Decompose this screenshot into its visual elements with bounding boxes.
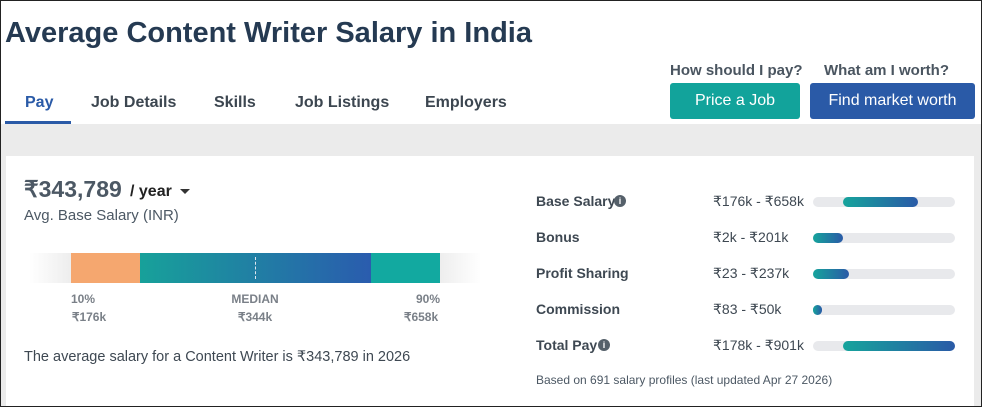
pay-type-label: Commission (536, 301, 621, 317)
pay-type-label: Bonus (536, 229, 580, 245)
range-track (813, 269, 955, 279)
action-prompt: What am I worth? (824, 62, 949, 79)
summary-sentence: The average salary for a Content Writer … (24, 349, 411, 365)
range-fill (813, 233, 843, 243)
info-icon[interactable]: i (614, 195, 626, 207)
action-prompt: How should I pay? (670, 62, 803, 79)
pay-type-label: Total Pay (536, 337, 598, 353)
percentile-label: 10% (70, 292, 96, 306)
info-icon[interactable]: i (598, 339, 610, 351)
range-fill (813, 269, 849, 279)
median-line (255, 257, 256, 279)
percentile-label: 90% (415, 292, 441, 306)
pay-range: ₹83 - ₹50k (713, 301, 782, 317)
range-fill (843, 197, 918, 207)
range-track (813, 197, 955, 207)
pay-type-label: Profit Sharing (536, 265, 629, 281)
pay-range: ₹2k - ₹201k (713, 229, 789, 245)
tab[interactable]: Skills (214, 94, 256, 111)
page-title: Average Content Writer Salary in India (5, 17, 532, 49)
average-salary: ₹343,789 (24, 176, 122, 202)
percentile-value: ₹658k (403, 310, 439, 324)
footnote: Based on 691 salary profiles (last updat… (536, 373, 833, 387)
salary-bar-high (371, 253, 440, 283)
tab[interactable]: Pay (25, 94, 54, 111)
active-tab-underline (5, 121, 71, 124)
price-job-button[interactable]: Price a Job (670, 83, 800, 119)
tab[interactable]: Job Details (91, 94, 177, 111)
salary-label: Avg. Base Salary (INR) (24, 207, 179, 224)
tab[interactable]: Job Listings (295, 94, 390, 111)
range-fill (813, 305, 822, 315)
salary-bar-low (71, 253, 140, 283)
percentile-value: ₹344k (237, 310, 273, 324)
market-worth-button[interactable]: Find market worth (810, 83, 975, 119)
percentile-label: MEDIAN (231, 292, 279, 306)
period-selector[interactable]: / year (130, 183, 172, 200)
dropdown-caret[interactable] (180, 189, 190, 194)
range-track (813, 305, 955, 315)
range-track (813, 233, 955, 243)
pay-range: ₹178k - ₹901k (713, 337, 804, 353)
pay-range: ₹23 - ₹237k (713, 265, 790, 281)
percentile-value: ₹176k (71, 310, 107, 324)
range-fill (843, 341, 955, 351)
tab[interactable]: Employers (425, 94, 507, 111)
range-track (813, 341, 955, 351)
pay-range: ₹176k - ₹658k (713, 193, 804, 209)
pay-type-label: Base Salary (536, 193, 616, 209)
